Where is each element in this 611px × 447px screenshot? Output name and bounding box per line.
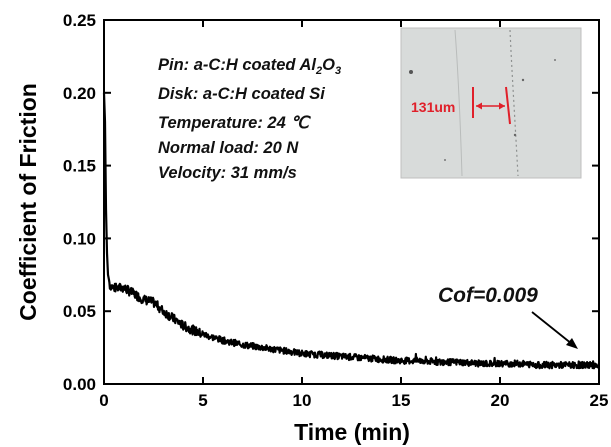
- scale-tick-right: [505, 86, 511, 125]
- conditions-annotation: Pin: a-C:H coated Al2O3 Disk: a-C:H coat…: [158, 56, 341, 182]
- y-tick-label: 0.05: [63, 302, 96, 321]
- wear-track-edge: [454, 29, 463, 177]
- scale-arrow-head-right: [499, 102, 505, 110]
- x-tick-label: 25: [590, 391, 609, 410]
- inset-speck: [513, 133, 517, 137]
- y-tick-label: 0.25: [63, 11, 96, 30]
- wear-track-edge: [509, 29, 519, 177]
- inset-speck: [409, 70, 413, 74]
- cof-label: Cof=0.009: [438, 284, 538, 307]
- annotation-normal-load: Normal load: 20 N: [158, 139, 299, 157]
- x-tick-label: 15: [392, 391, 411, 410]
- inset-background: [400, 27, 582, 179]
- x-axis-label: Time (min): [294, 419, 410, 445]
- inset-speck: [554, 59, 556, 61]
- x-tick-label: 5: [198, 391, 207, 410]
- inset-speck: [521, 78, 525, 82]
- y-tick-label: 0.10: [63, 229, 96, 248]
- series-line: [102, 92, 601, 370]
- annotation-velocity: Velocity: 31 mm/s: [158, 164, 297, 182]
- x-tick-label: 10: [293, 391, 312, 410]
- plot-frame: [103, 19, 600, 385]
- y-tick-label: 0.20: [63, 84, 96, 103]
- annotation-pin: Pin: a-C:H coated Al2O3: [158, 56, 341, 77]
- annotation-disk: Disk: a-C:H coated Si: [158, 85, 325, 103]
- y-axis-label: Coefficient of Friction: [15, 83, 41, 321]
- x-axis: 0 5 10 15 20 25: [99, 20, 608, 410]
- y-tick-label: 0.00: [63, 375, 96, 394]
- micrograph-inset: 131um: [400, 27, 582, 179]
- x-tick-label: 20: [491, 391, 510, 410]
- y-tick-label: 0.15: [63, 157, 96, 176]
- annotation-temperature: Temperature: 24 ℃: [158, 114, 311, 132]
- x-tick-label: 0: [99, 391, 108, 410]
- scale-label: 131um: [411, 99, 455, 115]
- scale-arrow-head-left: [476, 102, 482, 110]
- cof-arrow: [531, 311, 573, 345]
- inset-speck: [444, 159, 446, 161]
- cof-arrow-head: [566, 338, 578, 349]
